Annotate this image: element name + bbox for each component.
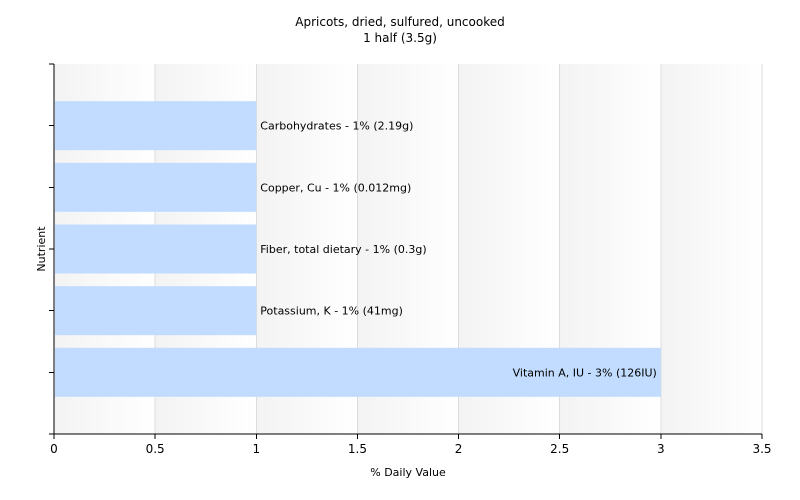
x-tick-label: 0 <box>50 442 58 456</box>
x-tick-label: 3.5 <box>752 442 771 456</box>
bar <box>55 101 257 151</box>
chart-subtitle: 1 half (3.5g) <box>363 31 437 45</box>
bar <box>55 347 661 397</box>
y-axis-title: Nutrient <box>35 226 48 272</box>
bar-label: Fiber, total dietary - 1% (0.3g) <box>260 243 426 256</box>
bar-label: Carbohydrates - 1% (2.19g) <box>260 120 413 133</box>
bar-label: Copper, Cu - 1% (0.012mg) <box>260 181 411 194</box>
chart-title-block: Apricots, dried, sulfured, uncooked 1 ha… <box>0 14 800 46</box>
bar <box>55 286 257 336</box>
x-tick-label: 1.5 <box>348 442 367 456</box>
bar <box>55 224 257 274</box>
grid-band <box>660 64 762 434</box>
chart-title: Apricots, dried, sulfured, uncooked <box>295 15 505 29</box>
x-tick-label: 0.5 <box>146 442 165 456</box>
x-tick-label: 2 <box>455 442 463 456</box>
bar-label: Vitamin A, IU - 3% (126IU) <box>513 366 657 379</box>
bar-label: Potassium, K - 1% (41mg) <box>260 305 403 318</box>
x-tick-label: 2.5 <box>550 442 569 456</box>
x-axis-title: % Daily Value <box>370 466 446 479</box>
x-tick-label: 1 <box>252 442 260 456</box>
x-tick-label: 3 <box>657 442 665 456</box>
bar <box>55 162 257 212</box>
